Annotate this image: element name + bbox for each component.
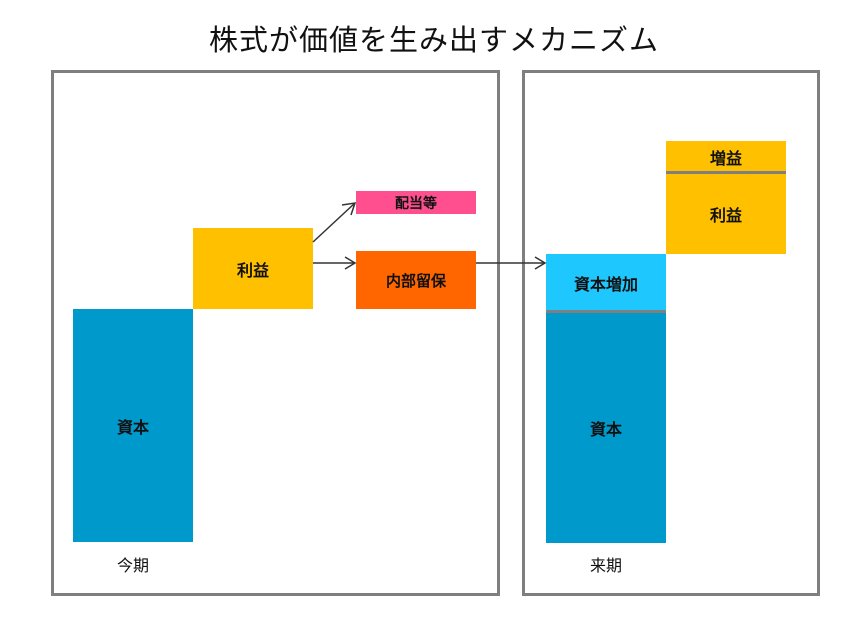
arrow-head-dividend-icon [341, 202, 357, 216]
current-period-label: 今期 [116, 556, 149, 575]
retained-earnings-box: 内部留保 [356, 251, 476, 309]
next-period-label: 来期 [589, 556, 622, 575]
next-profit-label: 利益 [709, 206, 742, 225]
current-capital-label: 資本 [116, 417, 149, 437]
current-capital-box: 資本 [73, 309, 193, 542]
profit-increase-label: 増益 [709, 148, 742, 168]
retained-earnings-label: 内部留保 [385, 271, 446, 290]
profit-divider [666, 171, 786, 174]
dividend-box: 配当等 [356, 191, 476, 214]
next-profit-box: 利益 [666, 174, 786, 254]
next-capital-box: 資本 [546, 313, 666, 543]
arrow-head-capital-increase-icon [534, 256, 547, 270]
capital-divider [546, 310, 666, 313]
arrow-profit-to-dividend [312, 202, 356, 243]
arrow-head-retained-icon [344, 256, 357, 270]
profit-increase-box: 増益 [666, 141, 786, 172]
current-profit-label: 利益 [236, 260, 269, 280]
current-profit-box: 利益 [193, 228, 313, 309]
diagram-title: 株式が価値を生み出すメカニズム [208, 23, 659, 57]
dividend-label: 配当等 [395, 195, 437, 212]
capital-increase-box: 資本増加 [546, 254, 666, 311]
capital-increase-label: 資本増加 [573, 274, 638, 294]
next-capital-label: 資本 [589, 420, 622, 439]
